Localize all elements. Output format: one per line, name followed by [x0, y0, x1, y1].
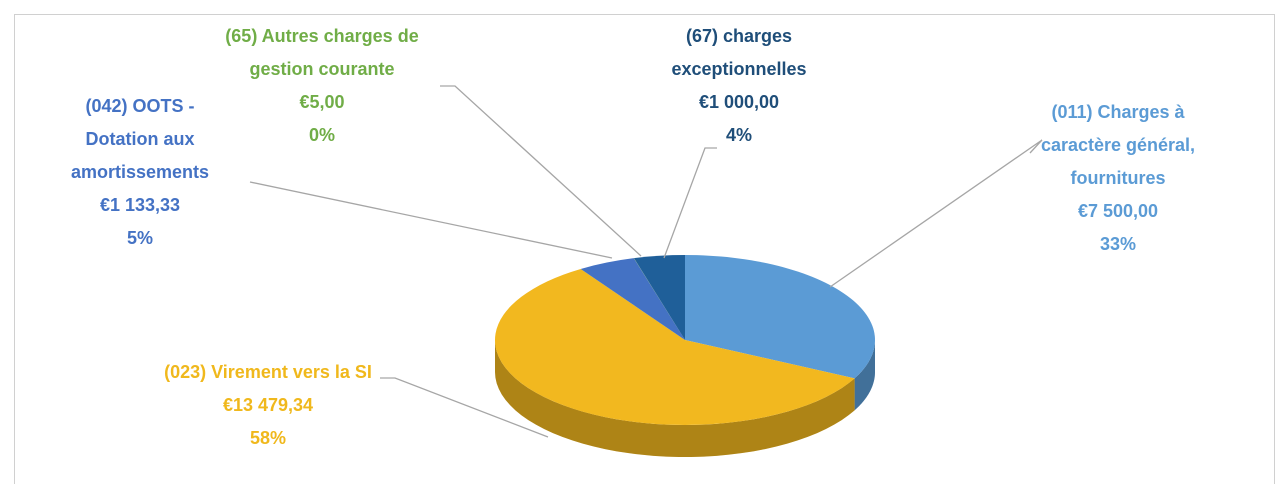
- chart-border: [14, 14, 1275, 484]
- percent-label: 5%: [126, 228, 153, 248]
- slice: [633, 258, 685, 340]
- slice-side-shade: [854, 340, 875, 411]
- data-label: (042) OOTS - Dotation aux amortissements…: [58, 90, 223, 255]
- leader-line: [663, 147, 717, 259]
- leader-line: [440, 85, 642, 257]
- category-label: (65) Autres charges de gestion courante: [225, 26, 419, 79]
- category-label: (042) OOTS - Dotation aux amortissements: [70, 96, 210, 182]
- leader-line: [829, 139, 1043, 288]
- value-label: €5,00: [299, 92, 345, 112]
- category-label: (011) Charges à caractère général, fourn…: [1040, 102, 1196, 188]
- slice: [494, 268, 855, 426]
- slice-side-shade: [495, 340, 855, 457]
- value-label: €7 500,00: [1077, 201, 1159, 221]
- slice: [633, 255, 685, 340]
- slice: [580, 258, 685, 340]
- data-label: (011) Charges à caractère général, fourn…: [1018, 96, 1218, 261]
- category-label: (023) Virement vers la SI: [164, 362, 372, 382]
- leader-line: [249, 181, 613, 259]
- data-label: (65) Autres charges de gestion courante €…: [217, 20, 427, 152]
- value-label: €1 133,33: [99, 195, 181, 215]
- slice: [685, 255, 875, 379]
- percent-label: 33%: [1099, 234, 1137, 254]
- leader-line: [380, 377, 549, 438]
- value-label: €13 479,34: [222, 395, 314, 415]
- percent-label: 58%: [249, 428, 287, 448]
- percent-label: 4%: [725, 125, 752, 145]
- slice-side: [495, 340, 855, 457]
- category-label: (67) charges exceptionnelles: [671, 26, 807, 79]
- percent-label: 0%: [308, 125, 335, 145]
- slice-side: [854, 340, 875, 411]
- data-label: (023) Virement vers la SI €13 479,34 58%: [163, 356, 373, 455]
- data-label: (67) charges exceptionnelles €1 000,00 4%: [657, 20, 822, 152]
- value-label: €1 000,00: [698, 92, 780, 112]
